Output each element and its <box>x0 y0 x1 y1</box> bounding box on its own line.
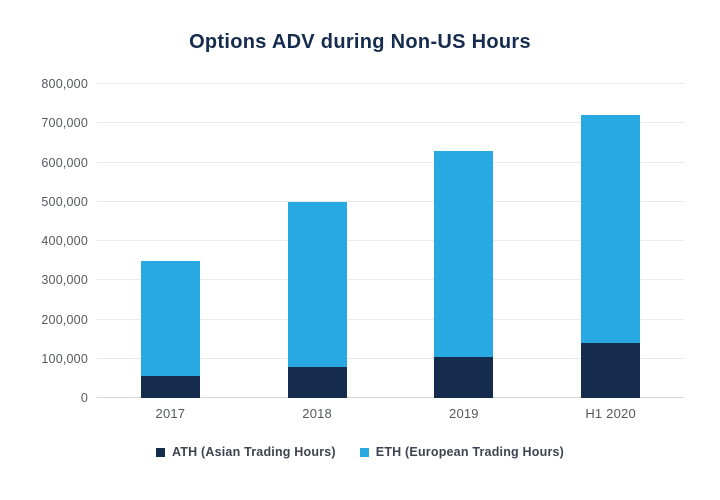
y-axis-tick-label: 500,000 <box>41 194 88 209</box>
x-axis: 2017 2018 2019 H1 2020 <box>97 406 684 426</box>
gridline <box>97 161 684 163</box>
x-axis-label: 2019 <box>449 406 479 421</box>
legend-label-ath: ATH (Asian Trading Hours) <box>171 445 336 459</box>
y-axis-tick-label: 100,000 <box>41 351 88 366</box>
legend-item-eth: ETH (European Trading Hours) <box>359 445 565 459</box>
bar-segment-2018-ath <box>287 366 347 398</box>
y-axis: 0 100,000 200,000 300,000 400,000 500,000 600,… <box>0 77 88 405</box>
bar-segment-h1-2020-eth <box>581 115 641 344</box>
y-axis-tick-label: 300,000 <box>41 273 88 288</box>
y-axis-tick-label: 600,000 <box>41 155 88 170</box>
legend: ATH (Asian Trading Hours) ETH (European … <box>0 445 720 459</box>
gridline <box>97 279 684 281</box>
y-axis-tick-label: 800,000 <box>41 77 88 91</box>
y-axis-tick-label: 200,000 <box>41 312 88 327</box>
x-axis-label: H1 2020 <box>585 406 636 421</box>
gridline <box>97 397 684 398</box>
gridline <box>97 83 684 84</box>
bar-segment-2017-ath <box>140 376 200 398</box>
gridline <box>97 240 684 241</box>
y-axis-tick-label: 400,000 <box>41 234 88 248</box>
x-axis-label: 2018 <box>302 406 332 421</box>
legend-swatch-ath-icon <box>155 447 165 457</box>
gridline <box>97 122 684 124</box>
chart-title: Options ADV during Non-US Hours <box>189 31 531 53</box>
gridline <box>97 357 684 359</box>
plot-area <box>97 83 684 398</box>
y-axis-tick-label: 700,000 <box>41 116 88 131</box>
bar-segment-2019-ath <box>434 356 494 398</box>
bar-segment-2018-eth <box>287 201 347 367</box>
legend-swatch-eth-icon <box>359 447 369 457</box>
bar-segment-2017-eth <box>140 260 200 377</box>
bar-segment-2019-eth <box>434 150 494 357</box>
gridline <box>97 200 684 202</box>
x-axis-label: 2017 <box>155 406 186 421</box>
legend-item-ath: ATH (Asian Trading Hours) <box>155 445 336 459</box>
gridline <box>97 318 684 320</box>
bar-segment-h1-2020-ath <box>581 343 641 398</box>
y-axis-tick-label: 0 <box>80 391 88 405</box>
legend-label-eth: ETH (European Trading Hours) <box>375 445 565 459</box>
